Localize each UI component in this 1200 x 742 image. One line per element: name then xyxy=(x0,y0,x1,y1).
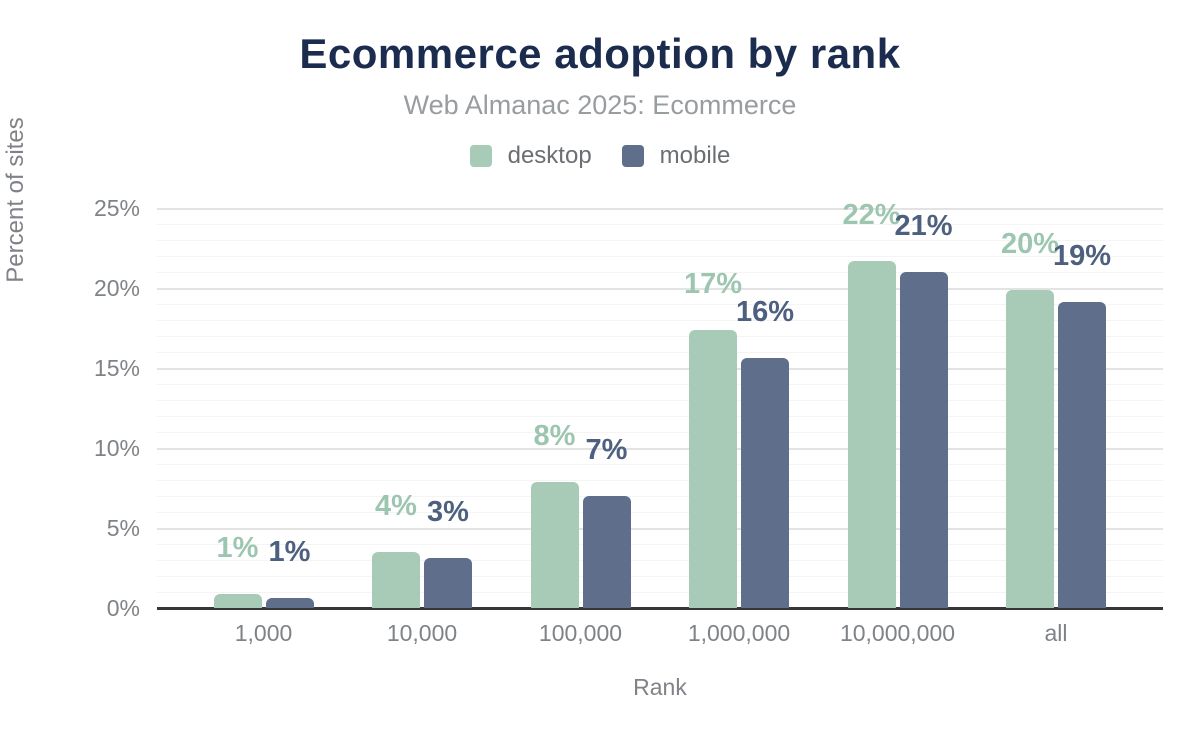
y-tick-label: 25% xyxy=(93,195,140,221)
legend-item-mobile: mobile xyxy=(621,142,731,170)
x-tick-label-all: all xyxy=(1044,620,1068,646)
bar-desktop-all[interactable] xyxy=(1006,289,1054,608)
gridline-minor xyxy=(157,384,1163,385)
bar-mobile-all[interactable] xyxy=(1058,302,1106,608)
gridline-minor xyxy=(157,320,1163,321)
gridline-minor xyxy=(157,416,1163,417)
value-label-mobile-all: 19% xyxy=(1052,240,1112,273)
gridline-major xyxy=(157,528,1163,530)
legend: desktop mobile xyxy=(0,142,1200,170)
bar-desktop-1000000[interactable] xyxy=(689,329,737,608)
gridline-major xyxy=(157,208,1163,210)
value-label-desktop-1000: 1% xyxy=(216,531,259,564)
value-label-mobile-1000: 1% xyxy=(268,536,311,569)
gridline-minor xyxy=(157,304,1163,305)
x-tick-label-10000000: 10,000,000 xyxy=(839,620,956,646)
bar-mobile-10000[interactable] xyxy=(424,558,472,608)
y-tick-label: 10% xyxy=(93,435,140,461)
x-tick-label-1000: 1,000 xyxy=(234,620,293,646)
value-label-desktop-all: 20% xyxy=(1000,227,1060,260)
gridline-minor xyxy=(157,224,1163,225)
gridline-minor xyxy=(157,592,1163,593)
value-label-mobile-10000000: 21% xyxy=(894,210,953,242)
x-tick-label-1000000: 1,000,000 xyxy=(687,620,791,646)
y-tick-label: 20% xyxy=(93,275,140,301)
value-label-desktop-100000: 8% xyxy=(533,419,576,452)
bar-desktop-1000[interactable] xyxy=(213,593,262,608)
gridline-minor xyxy=(157,240,1163,241)
legend-swatch-mobile xyxy=(621,145,644,167)
value-label-desktop-1000000: 17% xyxy=(683,267,743,300)
y-tick-label: 15% xyxy=(93,355,140,381)
value-label-desktop-10000: 4% xyxy=(375,490,417,522)
gridline-minor xyxy=(157,496,1163,497)
gridline-minor xyxy=(157,480,1163,481)
bar-desktop-100000[interactable] xyxy=(530,481,579,608)
value-label-desktop-10000000: 22% xyxy=(842,198,901,231)
legend-label-mobile: mobile xyxy=(659,142,731,169)
x-axis-line xyxy=(157,607,1163,610)
gridline-minor xyxy=(157,560,1163,561)
bar-desktop-10000[interactable] xyxy=(372,552,420,608)
bar-mobile-10000000[interactable] xyxy=(899,272,948,608)
y-tick-label: 5% xyxy=(106,515,140,541)
y-tick-label: 0% xyxy=(106,595,140,621)
value-label-mobile-1000000: 16% xyxy=(735,296,795,329)
gridline-minor xyxy=(157,576,1163,577)
y-axis-title: Percent of sites xyxy=(2,117,29,283)
value-label-mobile-10000: 3% xyxy=(427,496,469,529)
value-label-mobile-100000: 7% xyxy=(585,434,628,466)
gridline-minor xyxy=(157,336,1163,337)
chart-subtitle: Web Almanac 2025: Ecommerce xyxy=(403,90,797,120)
gridline-major xyxy=(157,448,1163,450)
legend-item-desktop: desktop xyxy=(469,142,592,170)
gridline-minor xyxy=(157,272,1163,273)
gridline-minor xyxy=(157,512,1163,513)
gridline-minor xyxy=(157,352,1163,353)
x-axis-title: Rank xyxy=(633,674,687,700)
bar-mobile-1000[interactable] xyxy=(265,598,314,608)
gridline-minor xyxy=(157,464,1163,465)
bar-mobile-1000000[interactable] xyxy=(741,358,789,608)
gridline-minor xyxy=(157,432,1163,433)
x-tick-label-100000: 100,000 xyxy=(538,620,623,646)
gridline-major xyxy=(157,288,1163,290)
chart-title: Ecommerce adoption by rank xyxy=(299,30,901,77)
legend-swatch-desktop xyxy=(469,145,492,167)
x-tick-label-10000: 10,000 xyxy=(386,620,458,646)
gridline-minor xyxy=(157,544,1163,545)
gridline-minor xyxy=(157,400,1163,401)
gridline-major xyxy=(157,368,1163,370)
legend-label-desktop: desktop xyxy=(507,142,592,169)
plot-area: 0% 5% 10% 15% 20% 25% 1% 1% 1,000 4% 3% 10,000 8% 7% 1… xyxy=(94,195,1163,646)
gridline-minor xyxy=(157,256,1163,257)
bar-desktop-10000000[interactable] xyxy=(847,260,896,608)
bar-mobile-100000[interactable] xyxy=(582,496,631,608)
